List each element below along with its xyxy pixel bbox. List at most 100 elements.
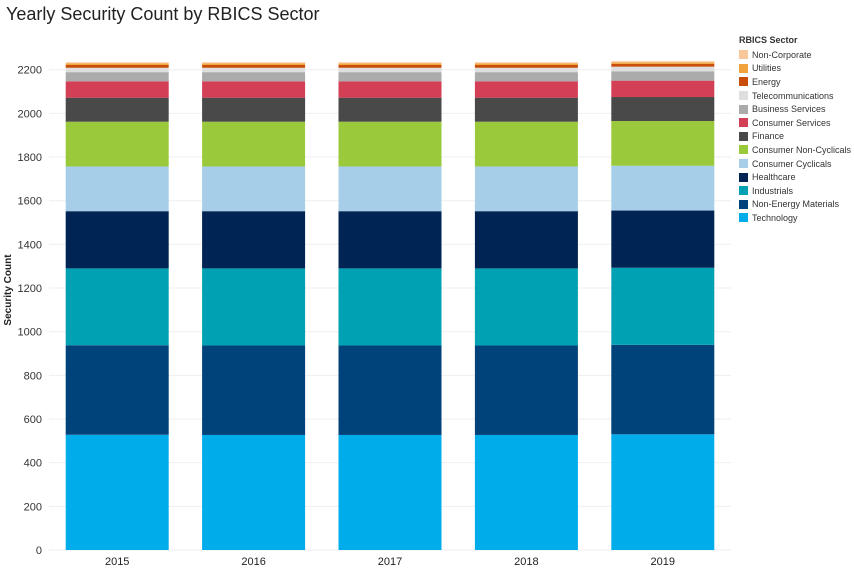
- bar-2019-business-services: [611, 71, 715, 81]
- bar-2016-healthcare: [202, 211, 306, 269]
- legend-items: Non-Corporate Utilities Energy Telecommunic…: [739, 48, 851, 225]
- bar-2016-industrials: [202, 268, 306, 346]
- legend-item-consumer-services[interactable]: Consumer Services: [739, 116, 851, 130]
- y-tick-label-1000: 1000: [18, 327, 42, 339]
- legend-swatch: [739, 213, 748, 223]
- legend-item-utilities[interactable]: Utilities: [739, 62, 851, 76]
- legend-item-business-services[interactable]: Business Services: [739, 102, 851, 116]
- bar-2015-non-corporate: [65, 62, 169, 64]
- legend-swatch: [739, 131, 748, 141]
- bar-2016-consumer-cyclicals: [202, 166, 306, 212]
- legend-swatch: [739, 186, 748, 196]
- legend-item-consumer-non-cyclicals[interactable]: Consumer Non-Cyclicals: [739, 143, 851, 157]
- bar-2015-technology: [65, 434, 169, 550]
- bar-2019-consumer-cyclicals: [611, 165, 715, 211]
- legend-title: RBICS Sector: [739, 35, 798, 45]
- legend-label: Consumer Services: [752, 117, 831, 128]
- legend-label: Non-Corporate: [752, 49, 812, 60]
- legend-swatch: [739, 145, 748, 155]
- x-tick-label-2018: 2018: [514, 556, 538, 568]
- bar-2016-consumer-non-cyclicals: [202, 121, 306, 167]
- bar-2017-finance: [338, 97, 442, 122]
- bar-2017-non-energy-materials: [338, 345, 442, 435]
- y-tick-label-800: 800: [24, 370, 42, 382]
- bar-2017-telecommunications: [338, 67, 442, 73]
- bar-2019-telecommunications: [611, 66, 715, 72]
- legend-swatch: [739, 172, 748, 182]
- y-axis-title: Security Count: [3, 254, 14, 326]
- bar-2018-non-corporate: [474, 62, 578, 64]
- y-tick-label-600: 600: [24, 414, 42, 426]
- legend-swatch: [739, 199, 748, 209]
- y-tick-label-400: 400: [24, 458, 42, 470]
- bar-2017-utilities: [338, 63, 442, 65]
- bar-2018-non-energy-materials: [474, 345, 578, 435]
- bar-2017-industrials: [338, 268, 442, 346]
- legend-item-industrials[interactable]: Industrials: [739, 184, 851, 198]
- legend-label: Technology: [752, 212, 798, 223]
- legend-swatch: [739, 77, 748, 87]
- bar-2015-utilities: [65, 63, 169, 65]
- legend-swatch: [739, 63, 748, 73]
- bar-2016-technology: [202, 434, 306, 550]
- bar-2015-telecommunications: [65, 67, 169, 73]
- bar-2019-non-energy-materials: [611, 344, 715, 435]
- bar-2015-finance: [65, 97, 169, 122]
- legend-item-non-energy-materials[interactable]: Non-Energy Materials: [739, 198, 851, 212]
- bar-2019-finance: [611, 97, 715, 122]
- bar-2018-energy: [474, 64, 578, 68]
- bar-2015-consumer-services: [65, 81, 169, 98]
- bar-2019-healthcare: [611, 210, 715, 268]
- bar-2015-business-services: [65, 72, 169, 82]
- bar-2016-non-corporate: [202, 62, 306, 64]
- bar-2018-technology: [474, 434, 578, 550]
- bar-2019-utilities: [611, 62, 715, 64]
- legend-label: Consumer Non-Cyclicals: [752, 144, 852, 155]
- bar-2018-consumer-services: [474, 81, 578, 98]
- legend-item-consumer-cyclicals[interactable]: Consumer Cyclicals: [739, 157, 851, 171]
- legend-label: Business Services: [752, 104, 826, 115]
- legend-label: Energy: [752, 76, 781, 87]
- x-tick-label-2015: 2015: [105, 556, 129, 568]
- y-tick-label-1200: 1200: [18, 283, 42, 295]
- bar-2016-telecommunications: [202, 67, 306, 73]
- y-tick-label-2000: 2000: [18, 108, 42, 120]
- y-tick-label-1800: 1800: [18, 152, 42, 164]
- y-tick-label-200: 200: [24, 501, 42, 513]
- legend-item-technology[interactable]: Technology: [739, 211, 851, 225]
- bar-2018-consumer-cyclicals: [474, 166, 578, 212]
- y-tick-label-1400: 1400: [18, 239, 42, 251]
- legend-label: Utilities: [752, 63, 782, 74]
- bar-2019-consumer-non-cyclicals: [611, 121, 715, 166]
- legend-swatch: [739, 118, 748, 128]
- legend-item-finance[interactable]: Finance: [739, 130, 851, 144]
- legend-item-energy[interactable]: Energy: [739, 75, 851, 89]
- x-tick-label-2017: 2017: [378, 556, 402, 568]
- legend-item-healthcare[interactable]: Healthcare: [739, 170, 851, 184]
- bar-2018-telecommunications: [474, 67, 578, 73]
- bar-2018-utilities: [474, 63, 578, 65]
- bar-2018-business-services: [474, 72, 578, 82]
- legend-swatch: [739, 91, 748, 101]
- legend-item-non-corporate[interactable]: Non-Corporate: [739, 48, 851, 62]
- legend-label: Telecommunications: [752, 90, 834, 101]
- bar-2019-technology: [611, 434, 715, 550]
- legend-label: Industrials: [752, 185, 794, 196]
- bar-2019-industrials: [611, 267, 715, 345]
- bar-2015-industrials: [65, 268, 169, 346]
- bar-2015-consumer-non-cyclicals: [65, 121, 169, 167]
- bar-2017-non-corporate: [338, 62, 442, 64]
- legend: RBICS Sector Non-Corporate Utilities Energ…: [739, 35, 851, 225]
- legend-label: Non-Energy Materials: [752, 199, 840, 210]
- legend-item-telecommunications[interactable]: Telecommunications: [739, 89, 851, 103]
- bar-2015-consumer-cyclicals: [65, 166, 169, 212]
- bar-2017-business-services: [338, 72, 442, 82]
- bar-2016-finance: [202, 97, 306, 122]
- bar-2016-business-services: [202, 72, 306, 82]
- bar-2015-energy: [65, 64, 169, 68]
- bar-2018-healthcare: [474, 211, 578, 269]
- legend-swatch: [739, 159, 748, 169]
- bar-2017-energy: [338, 64, 442, 68]
- bar-2015-non-energy-materials: [65, 345, 169, 435]
- legend-label: Healthcare: [752, 172, 796, 183]
